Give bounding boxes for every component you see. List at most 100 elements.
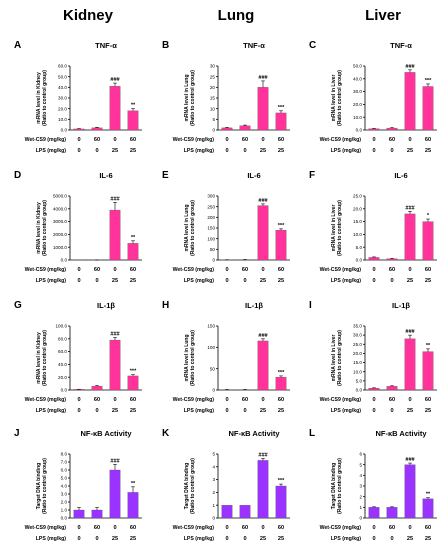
y-tick-label: 30.0 bbox=[58, 96, 67, 101]
lps-dose: 25 bbox=[260, 536, 266, 542]
lps-dose: 25 bbox=[260, 148, 266, 154]
bar bbox=[275, 112, 287, 131]
row-label-lps: LPS (mg/kg) bbox=[36, 408, 67, 414]
wet-cs9-dose: 0 bbox=[77, 267, 80, 273]
chart-title: IL-1β bbox=[245, 301, 263, 310]
y-tick-label: 100.0 bbox=[56, 324, 68, 329]
wet-cs9-dose: 60 bbox=[425, 137, 431, 143]
y-tick-label: 2000.0 bbox=[53, 232, 67, 237]
y-axis-label: mRNA level in Lung(Ratio to control grou… bbox=[184, 70, 196, 126]
y-tick-label: 50.0 bbox=[353, 64, 362, 69]
lps-dose: 25 bbox=[278, 148, 284, 154]
chart-panel-h: H IL-1β mRNA level in Lung(Ratio to contro… bbox=[162, 300, 290, 414]
wet-cs9-dose: 60 bbox=[130, 267, 136, 273]
lps-dose: 25 bbox=[278, 408, 284, 414]
bar bbox=[221, 505, 233, 519]
lps-dose: 0 bbox=[243, 536, 246, 542]
y-axis-label: Target DNA binding(Ratio to control grou… bbox=[36, 458, 48, 514]
y-tick-label: 4000.0 bbox=[53, 206, 67, 211]
y-tick-label: 5.0 bbox=[61, 476, 68, 481]
y-tick-label: 25.0 bbox=[353, 342, 362, 347]
wet-cs9-dose: 60 bbox=[389, 137, 395, 143]
wet-cs9-dose: 60 bbox=[278, 397, 284, 403]
column-header-lung: Lung bbox=[218, 7, 255, 24]
bar bbox=[127, 243, 139, 261]
wet-cs9-dose: 60 bbox=[389, 397, 395, 403]
significance-mark: ** bbox=[131, 481, 136, 487]
bar bbox=[404, 338, 416, 391]
y-tick-label: 2 bbox=[359, 494, 362, 499]
chart-title: IL-6 bbox=[394, 171, 407, 180]
wet-cs9-dose: 60 bbox=[425, 397, 431, 403]
bar bbox=[422, 498, 434, 519]
y-tick-label: 5.0 bbox=[356, 245, 363, 250]
y-tick-label: 0.0 bbox=[356, 258, 363, 263]
significance-mark: ### bbox=[405, 64, 415, 70]
wet-cs9-dose: 0 bbox=[408, 267, 411, 273]
chart-panel-i: I IL-1β mRNA level in Liver(Ratio to contr… bbox=[309, 300, 437, 414]
bar bbox=[386, 258, 398, 261]
bar bbox=[422, 351, 434, 391]
column-header-kidney: Kidney bbox=[63, 7, 114, 24]
wet-cs9-dose: 0 bbox=[113, 267, 116, 273]
row-label-wet-cs9: Wet-CS9 (mg/kg) bbox=[173, 137, 215, 143]
bar bbox=[386, 386, 398, 391]
y-axis-label-line: (Ratio to control group) bbox=[190, 458, 196, 514]
y-tick-label: 30.0 bbox=[353, 333, 362, 338]
wet-cs9-dose: 60 bbox=[94, 137, 100, 143]
y-axis-label: mRNA level in Lung(Ratio to control grou… bbox=[184, 330, 196, 386]
wet-cs9-dose: 60 bbox=[278, 267, 284, 273]
y-tick-label: 20.0 bbox=[58, 106, 67, 111]
bar bbox=[91, 127, 103, 131]
row-label-wet-cs9: Wet-CS9 (mg/kg) bbox=[25, 137, 67, 143]
lps-dose: 0 bbox=[372, 536, 375, 542]
significance-mark: *** bbox=[278, 223, 285, 229]
y-axis-label-line: mRNA level in Liver bbox=[331, 205, 337, 252]
significance-mark: ### bbox=[405, 205, 415, 211]
significance-mark: *** bbox=[425, 78, 432, 84]
bar bbox=[73, 128, 85, 131]
bar bbox=[275, 229, 287, 261]
y-tick-label: 8.0 bbox=[61, 452, 68, 457]
lps-dose: 0 bbox=[390, 148, 393, 154]
y-tick-label: 40.0 bbox=[58, 362, 67, 367]
lps-dose: 25 bbox=[112, 408, 118, 414]
y-axis-label: mRNA level in Kidney(Ratio to control gr… bbox=[36, 70, 48, 126]
significance-mark: ** bbox=[426, 343, 431, 349]
chart-panel-c: C TNF-α mRNA level in Liver(Ratio to contr… bbox=[309, 40, 437, 154]
row-label-lps: LPS (mg/kg) bbox=[36, 278, 67, 284]
bar bbox=[127, 375, 139, 391]
bar bbox=[368, 507, 380, 519]
row-label-wet-cs9: Wet-CS9 (mg/kg) bbox=[25, 397, 67, 403]
lps-dose: 0 bbox=[243, 408, 246, 414]
y-axis-label-line: mRNA level in Lung bbox=[184, 204, 190, 251]
wet-cs9-dose: 0 bbox=[408, 137, 411, 143]
y-tick-label: 150 bbox=[207, 226, 215, 231]
chart-title: IL-1β bbox=[97, 301, 115, 310]
lps-dose: 25 bbox=[130, 278, 136, 284]
row-label-wet-cs9: Wet-CS9 (mg/kg) bbox=[25, 525, 67, 531]
y-axis-label-line: mRNA level in Liver bbox=[331, 75, 337, 122]
chart-panel-b: B TNF-α mRNA level in Lung(Ratio to contro… bbox=[162, 40, 290, 154]
wet-cs9-dose: 0 bbox=[261, 137, 264, 143]
significance-mark: *** bbox=[278, 370, 285, 376]
row-label-wet-cs9: Wet-CS9 (mg/kg) bbox=[25, 267, 67, 273]
wet-cs9-dose: 60 bbox=[242, 267, 248, 273]
bar bbox=[109, 209, 121, 261]
y-tick-label: 6 bbox=[359, 452, 362, 457]
wet-cs9-dose: 60 bbox=[389, 267, 395, 273]
chart-panel-l: L NF-κB Activity Target DNA binding(Ratio … bbox=[309, 428, 437, 542]
y-tick-label: 10 bbox=[210, 106, 216, 111]
y-axis-label-line: (Ratio to control group) bbox=[42, 330, 48, 386]
significance-mark: ### bbox=[110, 196, 120, 202]
bar bbox=[422, 86, 434, 131]
y-tick-label: 30.0 bbox=[353, 89, 362, 94]
lps-dose: 0 bbox=[95, 278, 98, 284]
panel-letter: F bbox=[309, 170, 315, 181]
y-tick-label: 3000.0 bbox=[53, 219, 67, 224]
y-tick-label: 300 bbox=[207, 194, 215, 199]
wet-cs9-dose: 0 bbox=[408, 397, 411, 403]
y-axis-label-line: (Ratio to control group) bbox=[42, 200, 48, 256]
y-tick-label: 7.0 bbox=[61, 460, 68, 465]
